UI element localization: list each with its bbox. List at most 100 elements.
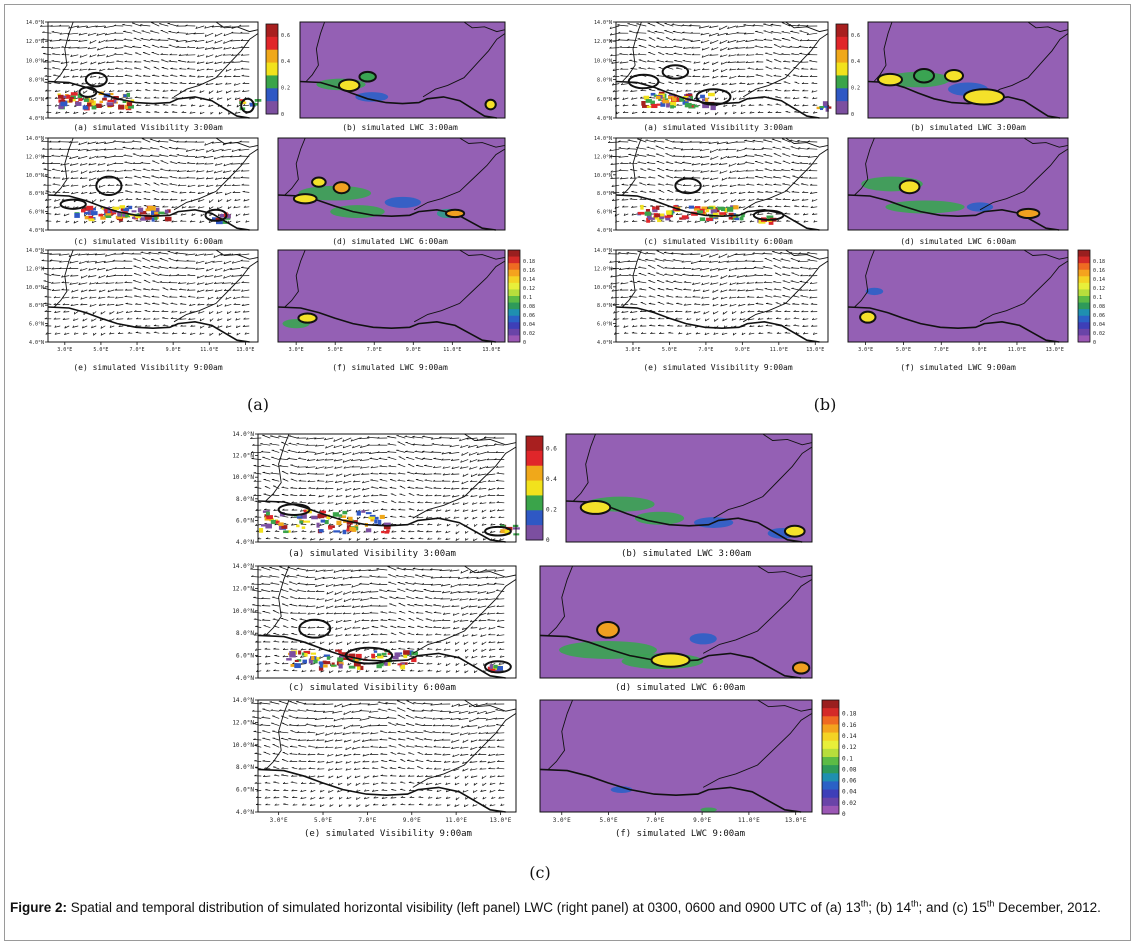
b-vis6-arrow — [645, 139, 656, 143]
a-vis9-arrow — [134, 295, 142, 298]
a-vis9-arrowhead — [127, 317, 130, 320]
b-vis3-fog-cell — [655, 96, 661, 100]
b-vis3-arrowhead — [619, 46, 622, 48]
c-vis3-arrow — [316, 488, 325, 490]
a-vis3-arrowhead — [89, 41, 91, 44]
a-vis3-arrow — [115, 68, 124, 70]
b-vis3-arrowhead — [630, 89, 633, 92]
a-vis3-arrow — [234, 97, 241, 100]
b-vis9-arrowhead — [773, 280, 776, 283]
a-vis3-arrow — [70, 54, 79, 57]
b-vis6-arrow — [682, 162, 692, 164]
a-vis9-arrow — [214, 289, 223, 292]
a-vis6-arrowhead — [80, 163, 82, 166]
c-vis3-arrow — [380, 509, 388, 511]
c-vis3-fog-cell — [316, 522, 320, 528]
b-vis3-arrowhead — [617, 24, 620, 26]
a-vis3-arrowhead — [188, 74, 192, 77]
b-lwc-colorbar-swatch — [1078, 328, 1090, 336]
b-vis6-arrowhead — [641, 219, 645, 222]
c-vis3-lat-label: 14.0°N — [232, 431, 254, 438]
a-vis6-arrowhead — [122, 141, 125, 143]
a-vis3-arrowhead — [51, 60, 54, 62]
a-vis6-arrowhead — [243, 205, 246, 208]
panel-title-lwc-9: (f) simulated LWC 9:00am — [900, 363, 1016, 372]
a-vis3-fog-cell — [108, 92, 114, 96]
a-vis6-arrowhead — [114, 147, 117, 150]
b-vis3-arrow — [714, 90, 719, 94]
a-vis3-arrowhead — [104, 25, 106, 29]
a-vis6-arrow — [150, 155, 160, 157]
a-vis9-arrow — [64, 332, 70, 335]
a-vis6-arrowhead — [52, 190, 55, 193]
a-vis3-arrowhead — [230, 39, 233, 42]
a-vis6-arrow — [81, 192, 88, 195]
a-vis6-fog-cell — [132, 216, 136, 219]
b-vis6-frame — [615, 137, 829, 231]
b-vis3-arrow — [630, 90, 638, 92]
a-vis6-arrowhead — [86, 149, 89, 152]
a-lwc-colorbar-frame — [507, 249, 521, 343]
b-vis3-arrow — [727, 61, 737, 63]
a-vis6-arrow — [63, 213, 70, 217]
b-vis3-fog-cell — [672, 94, 677, 100]
b-vis6-arrowhead — [650, 219, 653, 222]
c-vis3-fog-cell — [301, 526, 306, 529]
b-vis6-arrow — [713, 199, 719, 203]
b-vis3-arrow — [619, 53, 629, 56]
b-vis6-arrow — [772, 146, 782, 150]
c-lwc3-lwc-ring — [783, 524, 806, 538]
a-vis3-arrowhead — [170, 67, 173, 69]
a-vis3-arrow — [123, 45, 133, 48]
a-vis6-arrow — [176, 154, 187, 157]
a-vis3-arrowhead — [135, 89, 139, 91]
a-vis3-arrowhead — [190, 104, 193, 107]
b-vis3-arrowhead — [748, 90, 750, 93]
a-vis-colorbar-swatch — [266, 75, 278, 89]
c-vis3-arrowhead — [461, 481, 463, 485]
a-vis3-arrow — [86, 25, 97, 29]
b-vis3-arrowhead — [646, 60, 650, 62]
a-vis6-arrowhead — [180, 199, 183, 202]
a-vis9-arrow — [214, 275, 223, 278]
b-vis3-fog-cell — [670, 105, 675, 109]
b-vis3-arrow — [731, 90, 737, 94]
b-vis6-fog-cell — [768, 220, 774, 225]
b-vis9-wind-vectors — [608, 250, 818, 336]
b-vis3-arrowhead — [737, 75, 741, 77]
a-vis6-arrow — [189, 220, 196, 223]
b-vis6-arrowhead — [621, 198, 624, 201]
a-vis6-arrow — [107, 184, 115, 187]
a-vis3-arrow — [216, 90, 223, 93]
a-vis9-arrowhead — [82, 325, 84, 329]
b-vis6-lat-label: 12.0°N — [594, 154, 612, 160]
b-vis6-arrowhead — [798, 155, 801, 158]
b-vis6-arrowhead — [699, 141, 702, 144]
b-vis3-arrow — [648, 89, 656, 92]
a-vis9-arrowhead — [171, 324, 174, 326]
a-vis9-arrow — [216, 311, 223, 314]
a-vis6-arrowhead — [73, 220, 75, 224]
b-vis3-fog-cell — [646, 105, 653, 108]
b-vis6-arrowhead — [757, 190, 760, 193]
a-vis9-arrow — [170, 302, 178, 305]
a-vis6-arrowhead — [104, 141, 107, 144]
b-vis6-arrow — [736, 170, 746, 173]
a-vis3-arrowhead — [153, 89, 156, 91]
b-vis6-arrowhead — [807, 147, 810, 150]
a-vis9-arrow — [41, 260, 52, 262]
b-vis6-arrow — [674, 161, 683, 164]
a-vis6-fog-cell — [151, 211, 158, 216]
a-vis3-arrowhead — [178, 53, 181, 56]
b-vis3-arrow — [667, 75, 674, 77]
b-vis9-arrow — [681, 253, 692, 255]
b-vis6-arrowhead — [687, 220, 689, 223]
a-vis6-arrow — [187, 184, 196, 188]
b-vis3-arrowhead — [612, 83, 614, 86]
a-vis3-arrow — [189, 97, 196, 100]
a-vis3-arrow — [79, 68, 88, 71]
a-vis3-arrow — [241, 75, 250, 77]
b-vis3-arrowhead — [612, 68, 615, 71]
a-vis9-arrow — [150, 288, 160, 291]
a-vis3-arrowhead — [215, 55, 217, 58]
